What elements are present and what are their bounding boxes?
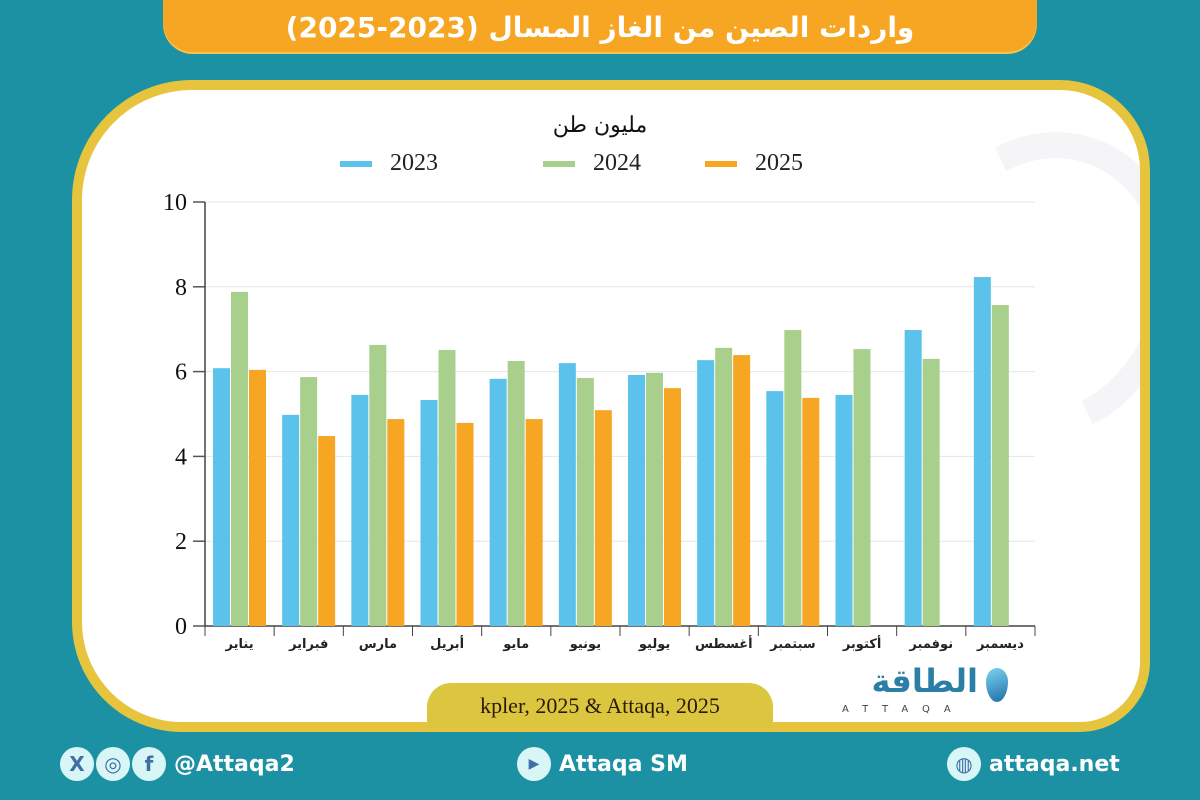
x-tick-label: أكتوبر <box>842 635 881 652</box>
bar-2023 <box>973 277 991 626</box>
x-tick-label: ديسمبر <box>976 637 1024 652</box>
y-axis-unit-label: مليون طن <box>552 113 648 138</box>
legend-swatch-2024 <box>543 160 575 167</box>
source-tab: kpler, 2025 & Attaqa, 2025 <box>427 683 773 728</box>
legend: 2023 2024 2025 <box>0 150 1200 180</box>
x-tick-label: أبريل <box>430 635 464 652</box>
youtube-link[interactable]: Attaqa SM <box>559 751 688 777</box>
bar-2024 <box>853 349 871 626</box>
legend-label-2023: 2023 <box>390 150 438 176</box>
footer-youtube: ▶ Attaqa SM <box>517 742 688 786</box>
bar-2024 <box>922 358 940 626</box>
bar-2025 <box>664 388 681 626</box>
y-tick-label: 8 <box>175 275 187 301</box>
x-tick-label: مايو <box>502 637 529 652</box>
legend-item-2025: 2025 <box>705 150 803 177</box>
x-tick-label: يونيو <box>569 637 601 652</box>
social-handle-link[interactable]: @Attaqa2 <box>174 751 295 777</box>
x-tick-label: يناير <box>225 637 254 652</box>
logo-drop-icon <box>986 668 1008 702</box>
legend-item-2024: 2024 <box>543 150 641 177</box>
bar-2023 <box>351 394 369 626</box>
bar-2025 <box>249 369 266 626</box>
facebook-icon[interactable]: f <box>132 747 166 781</box>
x-icon[interactable]: X <box>60 747 94 781</box>
legend-swatch-2025 <box>705 160 737 167</box>
logo-english: ATTAQA <box>842 704 965 715</box>
globe-icon: ◍ <box>947 747 981 781</box>
bar-2023 <box>835 394 853 626</box>
bar-2025 <box>802 397 820 626</box>
x-tick-label: يوليو <box>638 637 670 652</box>
bar-2023 <box>558 363 576 626</box>
bar-2025 <box>594 410 612 626</box>
bar-2023 <box>420 400 438 626</box>
footer-website: ◍ attaqa.net <box>947 742 1120 786</box>
bar-2024 <box>646 372 663 626</box>
footer-social: X ◎ f @Attaqa2 <box>60 742 295 786</box>
youtube-icon[interactable]: ▶ <box>517 747 551 781</box>
bar-2024 <box>231 291 248 626</box>
bar-2025 <box>733 355 751 626</box>
attaqa-logo: الطاقة ATTAQA <box>838 662 1018 722</box>
bar-2025 <box>318 436 336 626</box>
bar-2023 <box>904 330 922 626</box>
y-tick-label: 6 <box>175 360 187 386</box>
y-tick-label: 2 <box>175 529 187 555</box>
legend-label-2025: 2025 <box>755 150 803 176</box>
bar-2024 <box>784 330 802 626</box>
logo-arabic: الطاقة <box>871 662 978 700</box>
x-tick-label: سبتمبر <box>769 637 816 652</box>
x-tick-label: فبراير <box>288 637 328 652</box>
website-link[interactable]: attaqa.net <box>989 751 1120 777</box>
bar-2024 <box>991 305 1009 626</box>
y-tick-label: 10 <box>163 190 187 216</box>
instagram-icon[interactable]: ◎ <box>96 747 130 781</box>
y-tick-label: 4 <box>175 444 187 470</box>
page-title: واردات الصين من الغاز المسال (2023-2025) <box>285 10 915 44</box>
bar-2024 <box>576 377 594 626</box>
bar-2024 <box>369 344 387 626</box>
bar-2024 <box>300 377 318 626</box>
bar-2023 <box>489 378 507 626</box>
bar-2025 <box>525 419 543 626</box>
x-tick-label: أغسطس <box>695 635 753 652</box>
title-bar: واردات الصين من الغاز المسال (2023-2025) <box>163 0 1037 54</box>
legend-item-2023: 2023 <box>340 150 438 177</box>
source-text: kpler, 2025 & Attaqa, 2025 <box>480 692 720 718</box>
x-tick-label: نوفمبر <box>908 637 953 652</box>
y-tick-label: 0 <box>175 614 187 640</box>
legend-swatch-2023 <box>340 160 372 167</box>
bar-2023 <box>628 374 645 626</box>
bar-2024 <box>507 361 525 626</box>
bar-2025 <box>456 422 474 626</box>
bar-2023 <box>766 391 784 626</box>
bar-2024 <box>438 349 456 626</box>
bar-2023 <box>697 360 715 626</box>
bar-2023 <box>282 414 300 626</box>
legend-label-2024: 2024 <box>593 150 641 176</box>
bar-2023 <box>213 368 230 626</box>
bar-2024 <box>715 347 733 626</box>
bar-2025 <box>387 419 405 626</box>
x-tick-label: مارس <box>359 637 397 652</box>
